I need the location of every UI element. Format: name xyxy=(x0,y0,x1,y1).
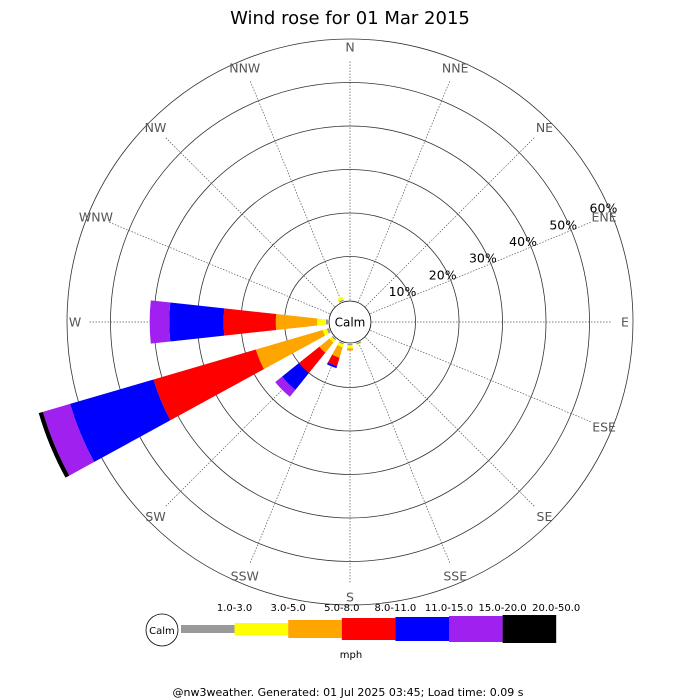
direction-label-wnw: WNW xyxy=(79,209,113,224)
legend-label-1.0-3.0: 1.0-3.0 xyxy=(217,603,252,614)
legend-label-11.0-15.0: 11.0-15.0 xyxy=(425,603,473,614)
bar-sse-3.0-5.0 xyxy=(356,342,362,346)
direction-label-sw: SW xyxy=(145,509,165,524)
bar-ssw-3.0-5.0 xyxy=(337,342,344,348)
legend-swatch-15.0-20.0 xyxy=(449,616,503,642)
bar-sw-8.0-11.0 xyxy=(298,346,326,374)
bar-wsw-11.0-15.0 xyxy=(70,379,171,463)
bar-wsw-20.0-50.0 xyxy=(38,411,70,478)
legend-calm-label: Calm xyxy=(149,626,175,637)
bar-s-3.0-5.0 xyxy=(347,345,353,349)
bar-w-3.0-5.0 xyxy=(317,318,326,326)
spoke-ese xyxy=(370,330,593,423)
radial-tick-label-30: 30% xyxy=(469,251,497,266)
calm-circle-shape xyxy=(328,300,372,344)
direction-label-n: N xyxy=(345,40,354,55)
legend-label-3.0-5.0: 3.0-5.0 xyxy=(270,603,305,614)
bar-ssw-5.0-8.0 xyxy=(332,345,343,358)
legend-swatch-20.0-50.0 xyxy=(502,615,557,643)
legend-swatch-8.0-11.0 xyxy=(341,618,396,640)
radial-tick-label-50: 50% xyxy=(549,217,577,232)
spoke-wnw xyxy=(107,221,330,314)
legend-units: mph xyxy=(340,650,362,661)
bar-s-1.0-3.0 xyxy=(347,343,353,346)
radial-tick-label-40: 40% xyxy=(509,234,537,249)
legend: Calm 1.0-3.0 3.0-5.0 5.0-8.0 8.0-11.0 11.0-15… xyxy=(145,603,580,661)
direction-label-s: S xyxy=(346,590,354,605)
bar-wsw-1.0-3.0 xyxy=(326,328,331,334)
legend-label-15.0-20.0: 15.0-20.0 xyxy=(479,603,527,614)
bar-w-11.0-15.0 xyxy=(169,302,225,342)
direction-label-nne: NNE xyxy=(442,60,469,75)
bar-wsw-5.0-8.0 xyxy=(255,330,325,370)
bar-wsw-3.0-5.0 xyxy=(322,328,329,336)
bar-sw-3.0-5.0 xyxy=(329,336,336,343)
spoke-ne xyxy=(365,136,536,307)
direction-label-e: E xyxy=(621,315,629,330)
direction-label-se: SE xyxy=(537,509,553,524)
radial-tick-labels: 10% 20% 30% 40% 50% 60% xyxy=(389,201,618,299)
bar-w-5.0-8.0 xyxy=(275,314,318,330)
bar-sw-11.0-15.0 xyxy=(282,363,309,390)
legend-label-5.0-8.0: 5.0-8.0 xyxy=(324,603,359,614)
bar-nnw-1.0-3.0 xyxy=(338,299,344,303)
spoke-se xyxy=(365,337,536,508)
legend-swatch-11.0-15.0 xyxy=(395,617,449,641)
direction-label-nnw: NNW xyxy=(229,60,260,75)
radial-tick-label-60: 60% xyxy=(590,201,618,216)
footer-text: @nw3weather. Generated: 01 Jul 2025 03:4… xyxy=(173,686,524,699)
calm-label: Calm xyxy=(335,316,366,330)
chart-title: Wind rose for 01 Mar 2015 xyxy=(230,8,470,29)
direction-labels: NNNENEENEEESESESSESSSWSWWSWWWNWNWNNW xyxy=(69,40,629,605)
wind-bars xyxy=(38,296,362,478)
direction-label-ssw: SSW xyxy=(231,569,259,584)
bar-w-15.0-20.0 xyxy=(149,300,171,344)
direction-label-sse: SSE xyxy=(443,569,467,584)
bar-ssw-11.0-15.0 xyxy=(326,362,338,369)
bar-wsw-15.0-20.0 xyxy=(42,403,95,476)
radial-tick-label-20: 20% xyxy=(429,267,457,282)
grid-ring-60 xyxy=(66,38,634,606)
bar-sw-1.0-3.0 xyxy=(331,335,337,341)
bar-wsw-8.0-11.0 xyxy=(153,349,264,421)
legend-label-8.0-11.0: 8.0-11.0 xyxy=(375,603,417,614)
radial-tick-label-10: 10% xyxy=(389,284,417,299)
bar-sw-5.0-8.0 xyxy=(319,338,334,353)
spoke-ssw xyxy=(249,342,342,565)
spoke-nnw xyxy=(249,79,342,302)
bar-sw-15.0-20.0 xyxy=(275,376,296,397)
calm-circle: Calm xyxy=(328,300,372,344)
spoke-ene xyxy=(370,221,593,314)
direction-label-ne: NE xyxy=(536,120,553,135)
legend-swatch-5.0-8.0 xyxy=(288,620,342,638)
direction-label-w: W xyxy=(69,315,81,330)
bar-w-1.0-3.0 xyxy=(325,319,329,325)
spoke-nne xyxy=(358,79,451,302)
bar-s-5.0-8.0 xyxy=(346,348,354,351)
direction-label-ese: ESE xyxy=(592,420,616,435)
bar-nnw-3.0-5.0 xyxy=(337,296,344,302)
spoke-nw xyxy=(164,136,335,307)
legend-swatch-1.0-3.0 xyxy=(181,625,235,633)
bar-ssw-8.0-11.0 xyxy=(327,354,340,367)
legend-swatch-3.0-5.0 xyxy=(234,623,289,635)
bar-ssw-1.0-3.0 xyxy=(338,341,344,345)
bar-sse-1.0-3.0 xyxy=(356,341,362,345)
direction-label-nw: NW xyxy=(145,120,167,135)
spoke-sse xyxy=(358,342,451,565)
direction-label-ene: ENE xyxy=(591,209,616,224)
legend-calm-circle xyxy=(145,613,179,647)
legend-label-20.0-50.0: 20.0-50.0 xyxy=(532,603,580,614)
bar-w-8.0-11.0 xyxy=(223,308,277,336)
